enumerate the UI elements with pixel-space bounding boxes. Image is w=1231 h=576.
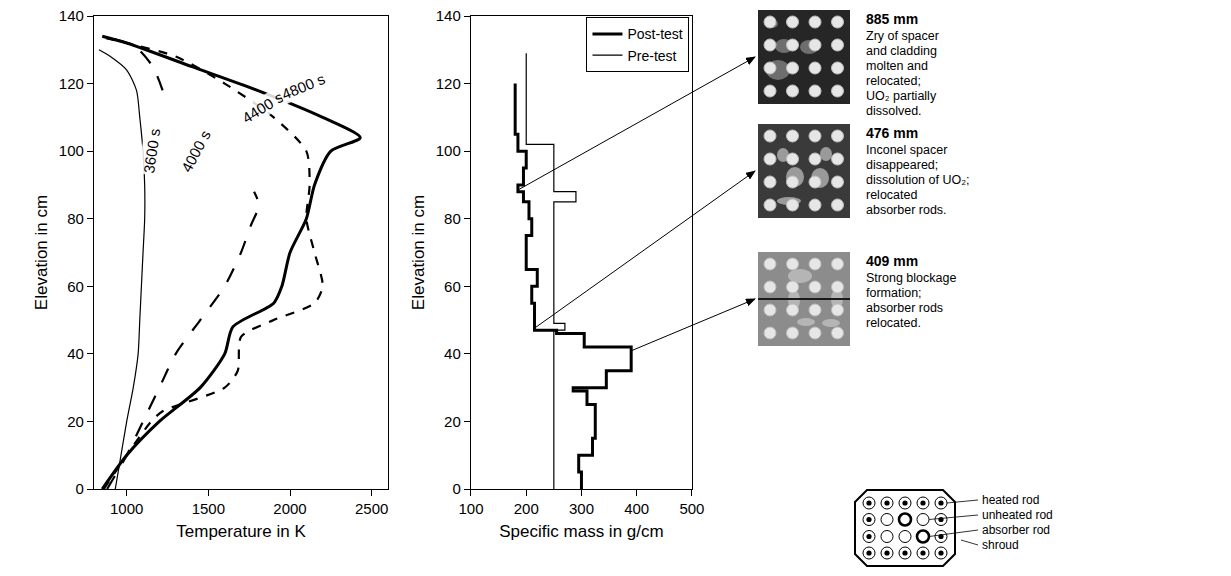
svg-text:relocated.: relocated. <box>866 316 921 330</box>
svg-text:formation;: formation; <box>866 286 922 300</box>
svg-text:20: 20 <box>444 413 461 430</box>
svg-text:120: 120 <box>59 75 84 92</box>
svg-text:and cladding: and cladding <box>866 44 937 58</box>
svg-text:UO₂ partially: UO₂ partially <box>866 89 937 103</box>
svg-text:140: 140 <box>436 7 461 24</box>
svg-text:120: 120 <box>436 75 461 92</box>
svg-text:disappeared;: disappeared; <box>866 158 938 172</box>
svg-text:80: 80 <box>67 210 84 227</box>
svg-text:heated rod: heated rod <box>982 493 1039 507</box>
svg-text:885 mm: 885 mm <box>866 11 918 27</box>
svg-text:100: 100 <box>436 142 461 159</box>
svg-text:4000 s: 4000 s <box>178 127 214 175</box>
svg-text:2500: 2500 <box>355 500 388 517</box>
svg-text:dissolved.: dissolved. <box>866 104 922 118</box>
svg-text:absorber rod: absorber rod <box>982 523 1050 537</box>
svg-text:Strong blockage: Strong blockage <box>866 271 956 285</box>
svg-text:400: 400 <box>624 500 649 517</box>
svg-text:Specific mass in g/cm: Specific mass in g/cm <box>499 522 663 541</box>
svg-text:500: 500 <box>679 500 704 517</box>
svg-text:Temperature in K: Temperature in K <box>176 522 306 541</box>
svg-text:100: 100 <box>59 142 84 159</box>
svg-text:140: 140 <box>59 7 84 24</box>
svg-text:409 mm: 409 mm <box>866 253 918 269</box>
svg-text:80: 80 <box>444 210 461 227</box>
svg-text:relocated;: relocated; <box>866 74 921 88</box>
svg-text:100: 100 <box>458 500 483 517</box>
svg-text:absorber rods: absorber rods <box>866 301 943 315</box>
svg-text:Zry of spacer: Zry of spacer <box>866 29 939 43</box>
svg-text:1000: 1000 <box>110 500 143 517</box>
svg-text:60: 60 <box>444 278 461 295</box>
svg-text:relocated: relocated <box>866 188 917 202</box>
svg-text:0: 0 <box>452 480 460 497</box>
svg-text:4400 s: 4400 s <box>239 88 286 126</box>
svg-text:Pre-test: Pre-test <box>627 48 676 64</box>
svg-text:20: 20 <box>67 413 84 430</box>
svg-text:absorber rods.: absorber rods. <box>866 203 947 217</box>
svg-text:shroud: shroud <box>982 538 1019 552</box>
svg-text:molten and: molten and <box>866 59 928 73</box>
svg-text:unheated rod: unheated rod <box>982 508 1053 522</box>
svg-text:Inconel spacer: Inconel spacer <box>866 143 947 157</box>
svg-text:40: 40 <box>67 345 84 362</box>
svg-text:dissolution of UO₂;: dissolution of UO₂; <box>866 173 970 187</box>
svg-text:Elevation in cm: Elevation in cm <box>409 195 428 310</box>
svg-text:3600 s: 3600 s <box>140 127 163 174</box>
svg-text:200: 200 <box>514 500 539 517</box>
svg-text:476 mm: 476 mm <box>866 125 918 141</box>
svg-text:0: 0 <box>76 480 84 497</box>
svg-text:300: 300 <box>569 500 594 517</box>
svg-text:60: 60 <box>67 278 84 295</box>
svg-text:Post-test: Post-test <box>627 26 682 42</box>
svg-text:2000: 2000 <box>273 500 306 517</box>
svg-text:1500: 1500 <box>192 500 225 517</box>
svg-text:Elevation in cm: Elevation in cm <box>32 195 51 310</box>
svg-text:4800 s: 4800 s <box>279 70 327 103</box>
svg-text:40: 40 <box>444 345 461 362</box>
